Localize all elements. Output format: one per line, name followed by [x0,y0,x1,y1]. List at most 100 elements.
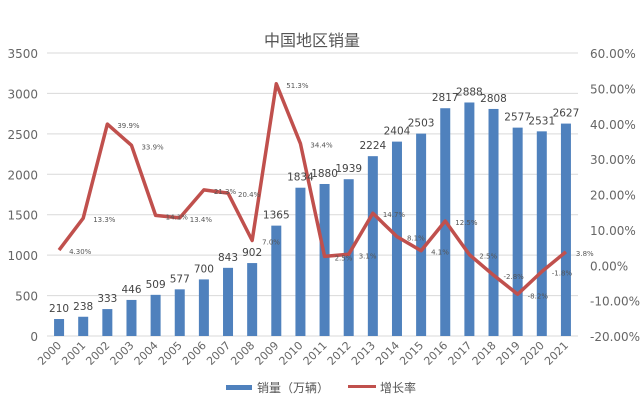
bar [560,123,571,336]
left-tick-label: 500 [15,290,38,304]
bar-label: 902 [242,247,262,259]
right-tick-label: 30.00% [590,153,636,167]
right-tick-label: 60.00% [590,47,636,61]
legend-label-growth: 增长率 [380,380,416,395]
bar [343,179,354,336]
growth-label: 14.1% [166,213,189,221]
growth-label: 20.4% [238,191,261,199]
x-tick-label: 2015 [397,339,426,368]
bar [126,299,137,336]
growth-label: -1.8% [552,270,573,278]
x-tick-label: 2018 [470,339,499,368]
growth-label: 3.1% [359,252,377,260]
growth-label: -2.8% [504,273,525,281]
x-tick-label: 2020 [518,339,547,368]
x-tick-label: 2003 [108,339,137,368]
right-tick-label: 20.00% [590,189,636,203]
growth-label: 21.3% [214,188,237,196]
legend-label-sales: 销量（万辆） [257,381,329,395]
growth-line [57,82,568,297]
x-tick-label: 2005 [156,339,185,368]
growth-label: 12.5% [455,219,478,227]
x-tick-label: 2019 [494,339,523,368]
x-tick-label: 2012 [325,339,354,368]
growth-label: 51.3% [286,82,309,90]
bar-label: 2577 [504,112,531,124]
bar-label: 509 [146,279,166,291]
x-tick-label: 2008 [228,339,257,368]
bar [198,279,209,336]
legend: 销量（万辆） 增长率 [226,380,416,395]
bar-label: 446 [121,284,141,296]
bar [488,108,499,336]
bar [54,319,65,336]
bar-label: 2531 [528,115,555,127]
bar [512,127,523,337]
bar [247,263,258,336]
bar [78,316,89,336]
bar-label: 2627 [553,108,580,120]
growth-label: 39.9% [117,122,140,130]
bar [223,267,234,336]
growth-label: 34.4% [310,142,333,150]
bar [271,225,282,336]
left-tick-label: 0 [30,330,38,344]
bar-label: 2808 [480,93,507,105]
growth-label: 4.30% [69,248,92,256]
x-tick-label: 2000 [35,339,64,368]
growth-label: -8.2% [528,292,549,300]
left-tick-label: 1000 [7,249,38,263]
bar-label: 577 [170,273,190,285]
x-tick-label: 2002 [83,339,112,368]
x-tick-label: 2021 [542,339,571,368]
bar-label: 1880 [311,168,338,180]
x-tick-label: 2013 [349,339,378,368]
right-tick-label: 50.00% [590,82,636,96]
bar-label: 2224 [359,140,386,152]
left-tick-label: 1500 [7,209,38,223]
growth-label: 14.7% [383,211,406,219]
chart-title: 中国地区销量 [264,31,360,50]
right-tick-label: -10.00% [590,295,640,309]
bar [295,187,306,336]
growth-label: 13.3% [93,216,116,224]
bar-label: 700 [194,263,214,275]
x-tick-label: 2017 [446,339,475,368]
x-tick-label: 2001 [59,339,88,368]
bar-label: 2817 [432,92,459,104]
bar-label: 1365 [263,210,290,222]
right-tick-label: -20.00% [590,330,640,344]
bar [319,183,330,336]
right-tick-label: 0.00% [590,259,628,273]
x-tick-label: 2014 [373,339,402,368]
bar [416,133,427,336]
bar-label: 843 [218,252,238,264]
growth-label: 8.1% [407,235,425,243]
bar [391,141,402,336]
bar-label: 2404 [384,126,411,138]
growth-label: 2.5% [479,253,497,261]
left-tick-label: 2500 [7,128,38,142]
x-tick-label: 2006 [180,339,209,368]
x-tick-label: 2009 [252,339,281,368]
bar [150,294,161,336]
growth-label: 13.4% [190,216,213,224]
bar-label: 1834 [287,172,314,184]
right-tick-label: 10.00% [590,224,636,238]
bar [367,156,378,336]
left-tick-label: 3500 [7,47,38,61]
growth-label: 4.1% [431,249,449,257]
bar-label: 2888 [456,86,483,98]
bar [102,309,113,336]
bar-label: 2503 [408,118,435,130]
growth-label: 33.9% [141,143,164,151]
bar [174,289,185,336]
x-tick-label: 2016 [421,339,450,368]
growth-label: 7.0% [262,238,280,246]
x-tick-label: 2010 [277,339,306,368]
bar [536,131,547,336]
growth-label: 3.8% [576,250,594,258]
x-tick-label: 2011 [301,339,330,368]
x-tick-label: 2007 [204,339,233,368]
left-tick-label: 3000 [7,87,38,101]
